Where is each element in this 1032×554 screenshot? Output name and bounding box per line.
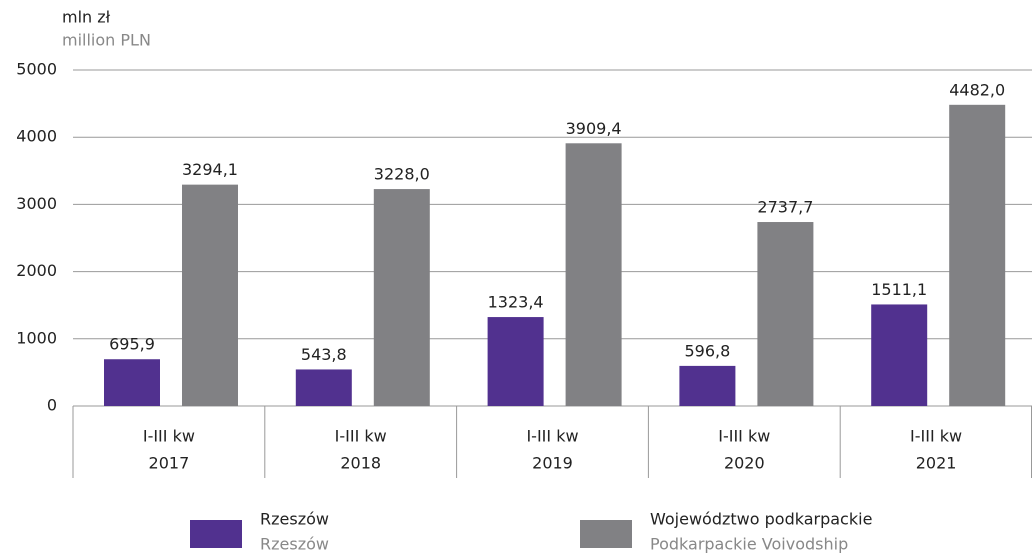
bar — [487, 317, 544, 406]
data-label: 1511,1 — [871, 280, 927, 299]
legend-swatch — [580, 520, 632, 548]
legend-label-en: Podkarpackie Voivodship — [650, 535, 848, 554]
bar — [565, 143, 622, 406]
data-label: 3294,1 — [182, 160, 238, 179]
y-tick-label: 2000 — [16, 261, 57, 280]
data-label: 596,8 — [684, 341, 730, 360]
bar — [373, 189, 430, 406]
bar — [871, 304, 928, 406]
bar — [295, 369, 352, 406]
data-label: 1323,4 — [488, 293, 544, 312]
data-label: 3909,4 — [566, 119, 622, 138]
bar — [182, 184, 238, 406]
bar — [757, 222, 814, 406]
y-tick-label: 5000 — [16, 60, 57, 79]
x-tick-label: I-III kw — [335, 427, 387, 446]
y-tick-label: 4000 — [16, 127, 57, 146]
x-tick-label: I-III kw — [143, 427, 195, 446]
x-tick-label: I-III kw — [718, 427, 770, 446]
data-label: 3228,0 — [374, 165, 430, 184]
y-tick-label: 3000 — [16, 194, 57, 213]
x-tick-label: I-III kw — [910, 427, 962, 446]
data-label: 543,8 — [301, 345, 347, 364]
x-tick-label: 2019 — [532, 454, 573, 473]
bar — [949, 104, 1006, 406]
y-axis-label-en: million PLN — [62, 31, 151, 50]
x-tick-label: 2021 — [916, 454, 957, 473]
x-tick-label: I-III kw — [526, 427, 578, 446]
legend-label: Województwo podkarpackie — [650, 510, 872, 529]
bar — [104, 359, 160, 406]
y-axis-label: mln zł — [62, 8, 111, 27]
bar — [679, 365, 736, 406]
x-tick-label: 2020 — [724, 454, 765, 473]
data-label: 2737,7 — [757, 198, 813, 217]
legend-swatch — [190, 520, 242, 548]
legend-label: Rzeszów — [260, 510, 329, 529]
data-label: 4482,0 — [949, 80, 1005, 99]
y-tick-label: 0 — [47, 396, 57, 415]
data-label: 695,9 — [109, 335, 155, 354]
x-tick-label: 2017 — [149, 454, 190, 473]
x-tick-label: 2018 — [340, 454, 381, 473]
y-tick-label: 1000 — [16, 328, 57, 347]
legend-label-en: Rzeszów — [260, 535, 329, 554]
